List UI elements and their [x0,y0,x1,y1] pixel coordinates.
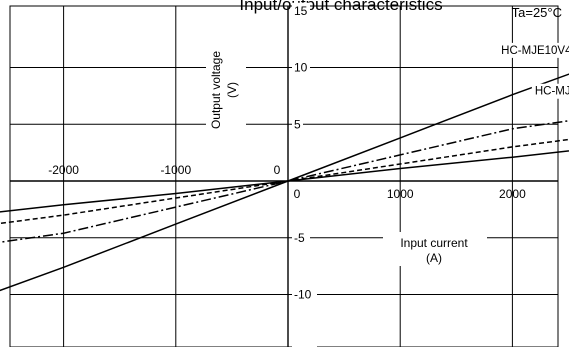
axes [10,6,558,347]
y-tick-bg [292,116,303,132]
y-tick-bg [292,2,310,18]
y-tick-label: 5 [294,117,301,131]
x-axis-label: Input current [400,236,468,250]
x-tick-label: 2000 [499,187,526,201]
y-tick-bg [292,229,310,245]
series-label-3: HC-MJE20V4B15 [535,86,569,98]
y-tick-label: 10 [294,61,308,75]
x-tick-label: 0 [294,187,301,201]
series-label-1: HC-MJE10V4B15 [501,45,569,57]
y-tick-bg [292,59,310,75]
series-label-bg [498,42,569,58]
x-tick-label: 0 [274,163,281,177]
y-tick-bg [292,286,317,302]
condition-label: Ta=25°C [512,5,562,20]
y-axis-label: Output voltage [209,51,223,129]
y-tick-label: 15 [294,4,308,18]
series-line-4 [0,150,569,213]
series-lines [0,73,569,292]
series-label-bg [531,83,569,99]
x-tick-label: -1000 [160,163,191,177]
y-tick-label: -5 [294,231,305,245]
x-tick-label: 1000 [387,187,414,201]
y-tick-bg [292,343,317,347]
x-tick-label: -2000 [48,163,79,177]
x-axis-unit: (A) [426,251,442,265]
y-tick-label: -15 [294,344,312,347]
ylabel-bg [206,36,246,146]
plot-frame [9,5,559,347]
grid [9,5,559,347]
y-axis-unit: (V) [225,82,239,98]
xlabel-bg [383,232,487,266]
chart-title: Input/output characteristics [239,0,442,14]
y-tick-label: -10 [294,288,312,302]
